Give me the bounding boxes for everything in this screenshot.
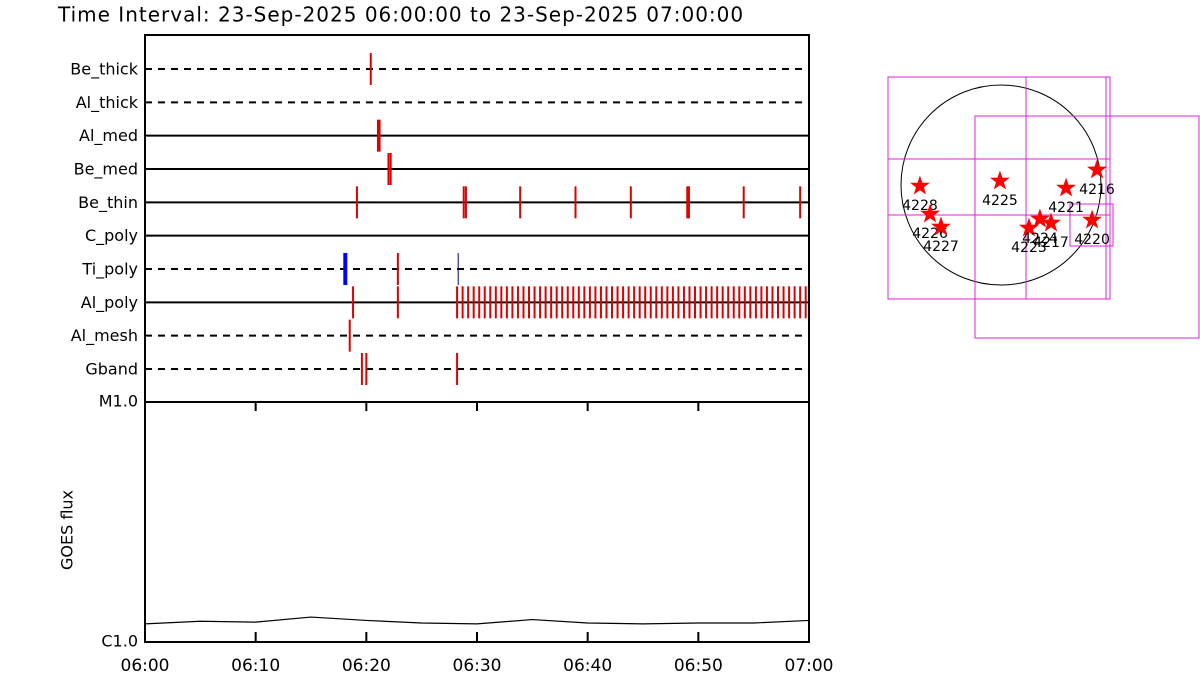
chart-title: Time Interval: 23-Sep-2025 06:00:00 to 2…: [57, 3, 744, 27]
row-label: Ti_poly: [81, 260, 138, 280]
region-star: [1019, 217, 1039, 237]
region-star: [990, 170, 1010, 190]
region-label: 4224: [1022, 231, 1058, 247]
region-star: [1030, 208, 1050, 228]
y-tick-label: C1.0: [101, 632, 138, 651]
row-label: Be_med: [74, 160, 138, 180]
region-star: [910, 175, 930, 195]
region-star: [1082, 209, 1102, 229]
region-label: 4221: [1048, 200, 1084, 216]
x-tick-label: 06:40: [563, 656, 612, 676]
region-star: [1087, 159, 1107, 179]
region-label: 4227: [923, 239, 959, 255]
region-label: 4225: [982, 193, 1018, 209]
row-label: Al_mesh: [71, 326, 138, 346]
fov-box: [1069, 203, 1114, 247]
x-tick-label: 06:20: [342, 656, 391, 676]
fov-box: [974, 115, 1200, 339]
x-tick-label: 06:30: [453, 656, 502, 676]
goes-line: [144, 616, 810, 625]
region-star: [920, 203, 940, 223]
region-star: [1056, 177, 1076, 197]
region-star: [931, 216, 951, 236]
row-label: Be_thin: [78, 193, 138, 213]
y-tick-label: M1.0: [99, 392, 138, 411]
fov-box: [887, 76, 1111, 300]
row-label: C_poly: [85, 226, 138, 246]
row-label: Gband: [85, 360, 138, 379]
row-label: Be_thick: [70, 60, 138, 80]
region-star: [1041, 212, 1061, 232]
row-label: Al_poly: [81, 293, 138, 313]
y-axis-label: GOES flux: [58, 490, 77, 570]
sun-map: [887, 76, 1200, 339]
solar-limb: [900, 84, 1102, 286]
region-label: 4217: [1033, 235, 1069, 251]
region-label: 4223: [1011, 240, 1047, 256]
region-label: 4220: [1074, 232, 1110, 248]
row-label: Al_thick: [76, 93, 139, 113]
x-tick-label: 06:00: [121, 656, 170, 676]
x-tick-label: 06:10: [231, 656, 280, 676]
x-tick-label: 06:50: [674, 656, 723, 676]
region-label: 4216: [1079, 182, 1115, 198]
x-tick-label: 07:00: [785, 656, 834, 676]
row-label: Al_med: [79, 126, 138, 146]
